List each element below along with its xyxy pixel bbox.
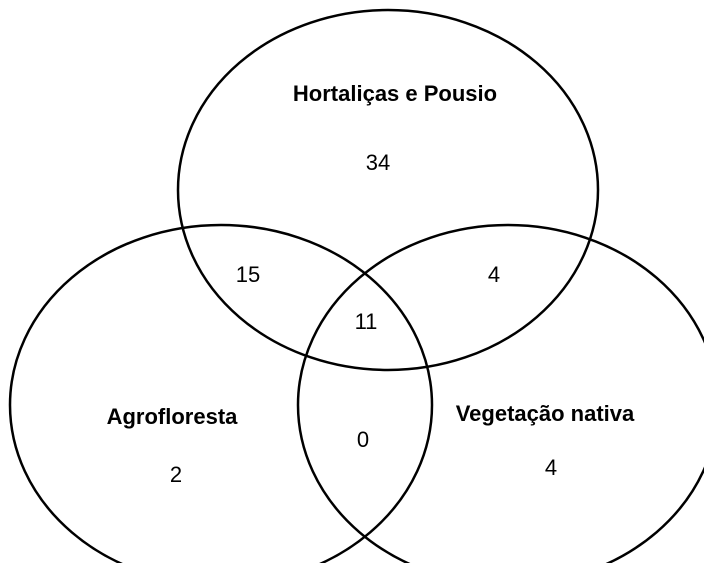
region-count: 2: [170, 462, 182, 487]
region-count: 0: [357, 427, 369, 452]
set-circle: [176, 8, 600, 372]
set-label: Vegetação nativa: [456, 401, 635, 426]
set-label: Agrofloresta: [107, 404, 239, 429]
region-count: 4: [488, 262, 500, 287]
set-circle: [8, 223, 434, 563]
region-count: 15: [236, 262, 260, 287]
region-count: 11: [355, 309, 378, 334]
region-count: 34: [366, 150, 390, 175]
set-circle: [296, 223, 704, 563]
region-count: 4: [545, 455, 557, 480]
set-label: Hortaliças e Pousio: [293, 81, 497, 106]
